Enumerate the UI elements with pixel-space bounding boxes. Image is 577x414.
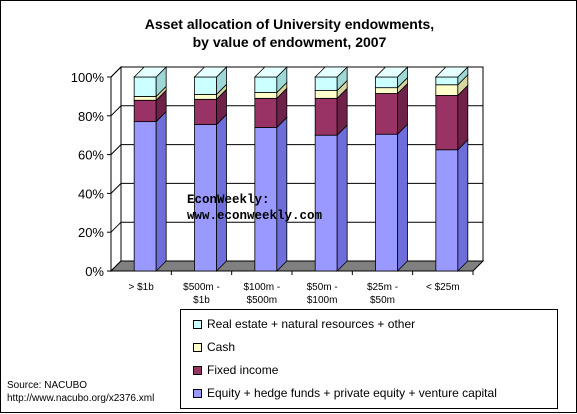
x-tick-label: $25m - $50m bbox=[367, 282, 398, 306]
y-tick-label: 40% bbox=[78, 186, 104, 201]
x-tick-label-line: $100m bbox=[307, 295, 338, 306]
bar-segment-fixed bbox=[435, 95, 459, 151]
bar-segment-real bbox=[314, 76, 338, 91]
bar-side-equity bbox=[155, 110, 167, 272]
legend-swatch bbox=[193, 320, 202, 329]
legend-label: Cash bbox=[207, 340, 236, 354]
x-tick-label: $500m - $1b bbox=[183, 282, 220, 306]
bar-segment-fixed bbox=[314, 97, 338, 136]
x-tick-label: $100m - $500m bbox=[243, 282, 280, 306]
watermark-line-1: EconWeekly: bbox=[187, 193, 270, 207]
bar-top bbox=[133, 66, 168, 78]
gridline bbox=[110, 66, 483, 78]
y-tick-label: 20% bbox=[78, 225, 104, 240]
bar-segment-real bbox=[194, 76, 217, 95]
bar-segment-real bbox=[375, 76, 398, 89]
side-wall bbox=[110, 65, 122, 273]
bar-segment-cash bbox=[375, 87, 398, 94]
bar-side-equity bbox=[336, 124, 348, 272]
bar-top bbox=[374, 66, 409, 78]
bar-segment-cash bbox=[254, 92, 278, 99]
x-tick-label-line: $25m - bbox=[367, 282, 398, 293]
x-tick-label: > $1b bbox=[129, 282, 155, 293]
x-tick-label: $50m - $100m bbox=[307, 282, 338, 306]
y-tick-label: 60% bbox=[78, 148, 104, 163]
bar-segment-cash bbox=[435, 84, 459, 96]
x-tick-label-line: < $25m bbox=[426, 282, 460, 293]
watermark-line-2: www.econweekly.com bbox=[187, 209, 323, 223]
legend-label: Fixed income bbox=[207, 363, 279, 377]
x-tick-label-line: $1b bbox=[193, 295, 210, 306]
x-tick-label-line: $50m bbox=[370, 295, 395, 306]
bar-segment-fixed bbox=[133, 99, 157, 123]
y-tick-label: 0% bbox=[85, 264, 104, 279]
floor bbox=[109, 260, 485, 272]
bar-segment-real bbox=[133, 76, 157, 97]
x-tick-label-line: $500m bbox=[247, 295, 278, 306]
x-tick-label: < $25m bbox=[426, 282, 460, 293]
source-url: http://www.nacubo.org/x2376.xml bbox=[7, 393, 155, 404]
legend-label: Equity + hedge funds + private equity + … bbox=[207, 386, 497, 400]
bar-segment-equity bbox=[133, 121, 157, 272]
gridline bbox=[110, 144, 483, 155]
gridline bbox=[110, 182, 483, 194]
bar-segment-cash bbox=[194, 94, 217, 100]
legend-swatch bbox=[193, 389, 202, 398]
x-tick-label-line: $500m - bbox=[183, 282, 220, 293]
chart-title: Asset allocation of University endowment… bbox=[1, 15, 577, 51]
bar-top bbox=[314, 66, 349, 78]
source-line: Source: NACUBO bbox=[7, 380, 88, 391]
bar-side-equity bbox=[457, 138, 469, 272]
bar-segment-fixed bbox=[375, 93, 398, 135]
x-tick-label-line: > $1b bbox=[129, 282, 155, 293]
bar-segment-fixed bbox=[194, 98, 217, 125]
source-note: Source: NACUBO http://www.nacubo.org/x23… bbox=[7, 379, 154, 405]
chart-title-line-2: by value of endowment, 2007 bbox=[192, 34, 387, 50]
legend-label: Real estate + natural resources + other bbox=[207, 317, 416, 331]
watermark: EconWeekly: www.econweekly.com bbox=[187, 192, 322, 224]
legend-swatch bbox=[193, 343, 202, 352]
gridline bbox=[110, 105, 483, 117]
bar-side-equity bbox=[397, 123, 408, 272]
bar-segment-equity bbox=[375, 133, 398, 272]
y-tick-label: 100% bbox=[71, 70, 105, 85]
bar-segment-real bbox=[435, 76, 459, 86]
gridline bbox=[110, 221, 483, 233]
back-wall bbox=[120, 66, 484, 262]
x-tick-label-line: $50m - bbox=[307, 282, 338, 293]
chart-legend: Real estate + natural resources + other … bbox=[180, 309, 558, 409]
bar-segment-cash bbox=[314, 90, 338, 99]
bar-segment-equity bbox=[435, 149, 459, 272]
bar-segment-cash bbox=[133, 96, 157, 101]
bar-segment-real bbox=[254, 76, 278, 93]
bar-side-fixed bbox=[457, 84, 469, 151]
legend-swatch bbox=[193, 366, 202, 375]
bar-top bbox=[193, 66, 228, 78]
x-tick-label-line: $100m - bbox=[243, 282, 280, 293]
bar-top bbox=[434, 66, 469, 78]
chart-title-line-1: Asset allocation of University endowment… bbox=[144, 16, 435, 32]
bar-segment-fixed bbox=[254, 97, 278, 128]
y-tick-label: 80% bbox=[78, 109, 104, 124]
bar-top bbox=[253, 66, 288, 78]
